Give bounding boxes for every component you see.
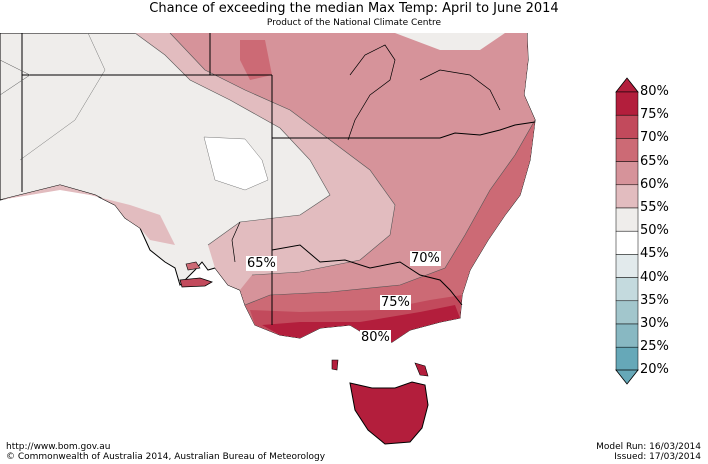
tasmania	[349, 381, 429, 445]
footer-url: http://www.bom.gov.au	[6, 442, 111, 452]
zone-80	[262, 305, 460, 343]
legend-label: 30%	[640, 316, 669, 331]
legend-label: 50%	[640, 223, 669, 239]
legend-label: 25%	[640, 339, 669, 355]
footer-model-run: Model Run: 16/03/2014	[596, 442, 701, 452]
legend-swatch	[615, 207, 639, 232]
legend-label: 35%	[640, 292, 669, 308]
legend-label: 20%	[640, 362, 669, 378]
zone-50-pocket	[203, 136, 269, 191]
legend-swatch	[615, 346, 639, 371]
outlook-map	[0, 33, 600, 453]
state-border-nsw-vic	[271, 244, 463, 306]
legend-swatch	[615, 138, 639, 162]
legend-label: 40%	[640, 269, 669, 285]
contour-label-75: 75%	[380, 295, 411, 310]
contour-label-70: 70%	[410, 251, 441, 266]
legend-swatch	[615, 184, 639, 209]
contour-label-65: 65%	[246, 256, 277, 271]
zone-70	[240, 40, 272, 80]
legend-swatch	[615, 254, 639, 278]
legend-arrow-top	[615, 77, 639, 93]
page-subtitle: Product of the National Climate Centre	[266, 18, 442, 28]
legend-label: 80%	[640, 84, 669, 99]
footer-issued: Issued: 17/03/2014	[614, 452, 701, 462]
legend-swatch	[615, 230, 639, 255]
legend-colorbar	[615, 77, 639, 385]
legend-label: 65%	[640, 153, 669, 169]
legend-label: 55%	[640, 200, 669, 215]
legend-swatch	[615, 277, 639, 302]
legend-label: 60%	[640, 176, 669, 192]
legend-swatch	[615, 161, 639, 186]
footer-copyright: © Commonwealth of Australia 2014, Austra…	[6, 452, 326, 462]
river-detail	[347, 44, 396, 141]
zone-65	[170, 33, 535, 343]
legend-arrow-bottom	[615, 369, 639, 385]
legend-swatch	[615, 323, 639, 348]
contour-label-80: 80%	[360, 330, 391, 345]
page-title: Chance of exceeding the median Max Temp:…	[149, 1, 559, 16]
legend-swatch	[615, 114, 639, 139]
legend-swatch	[615, 91, 639, 116]
state-border-qld-nsw	[272, 121, 536, 139]
legend-label: 45%	[640, 246, 669, 262]
legend-label: 75%	[640, 107, 669, 123]
legend-label: 70%	[640, 130, 669, 146]
kangaroo-island	[179, 277, 213, 288]
legend-swatch	[615, 300, 639, 325]
